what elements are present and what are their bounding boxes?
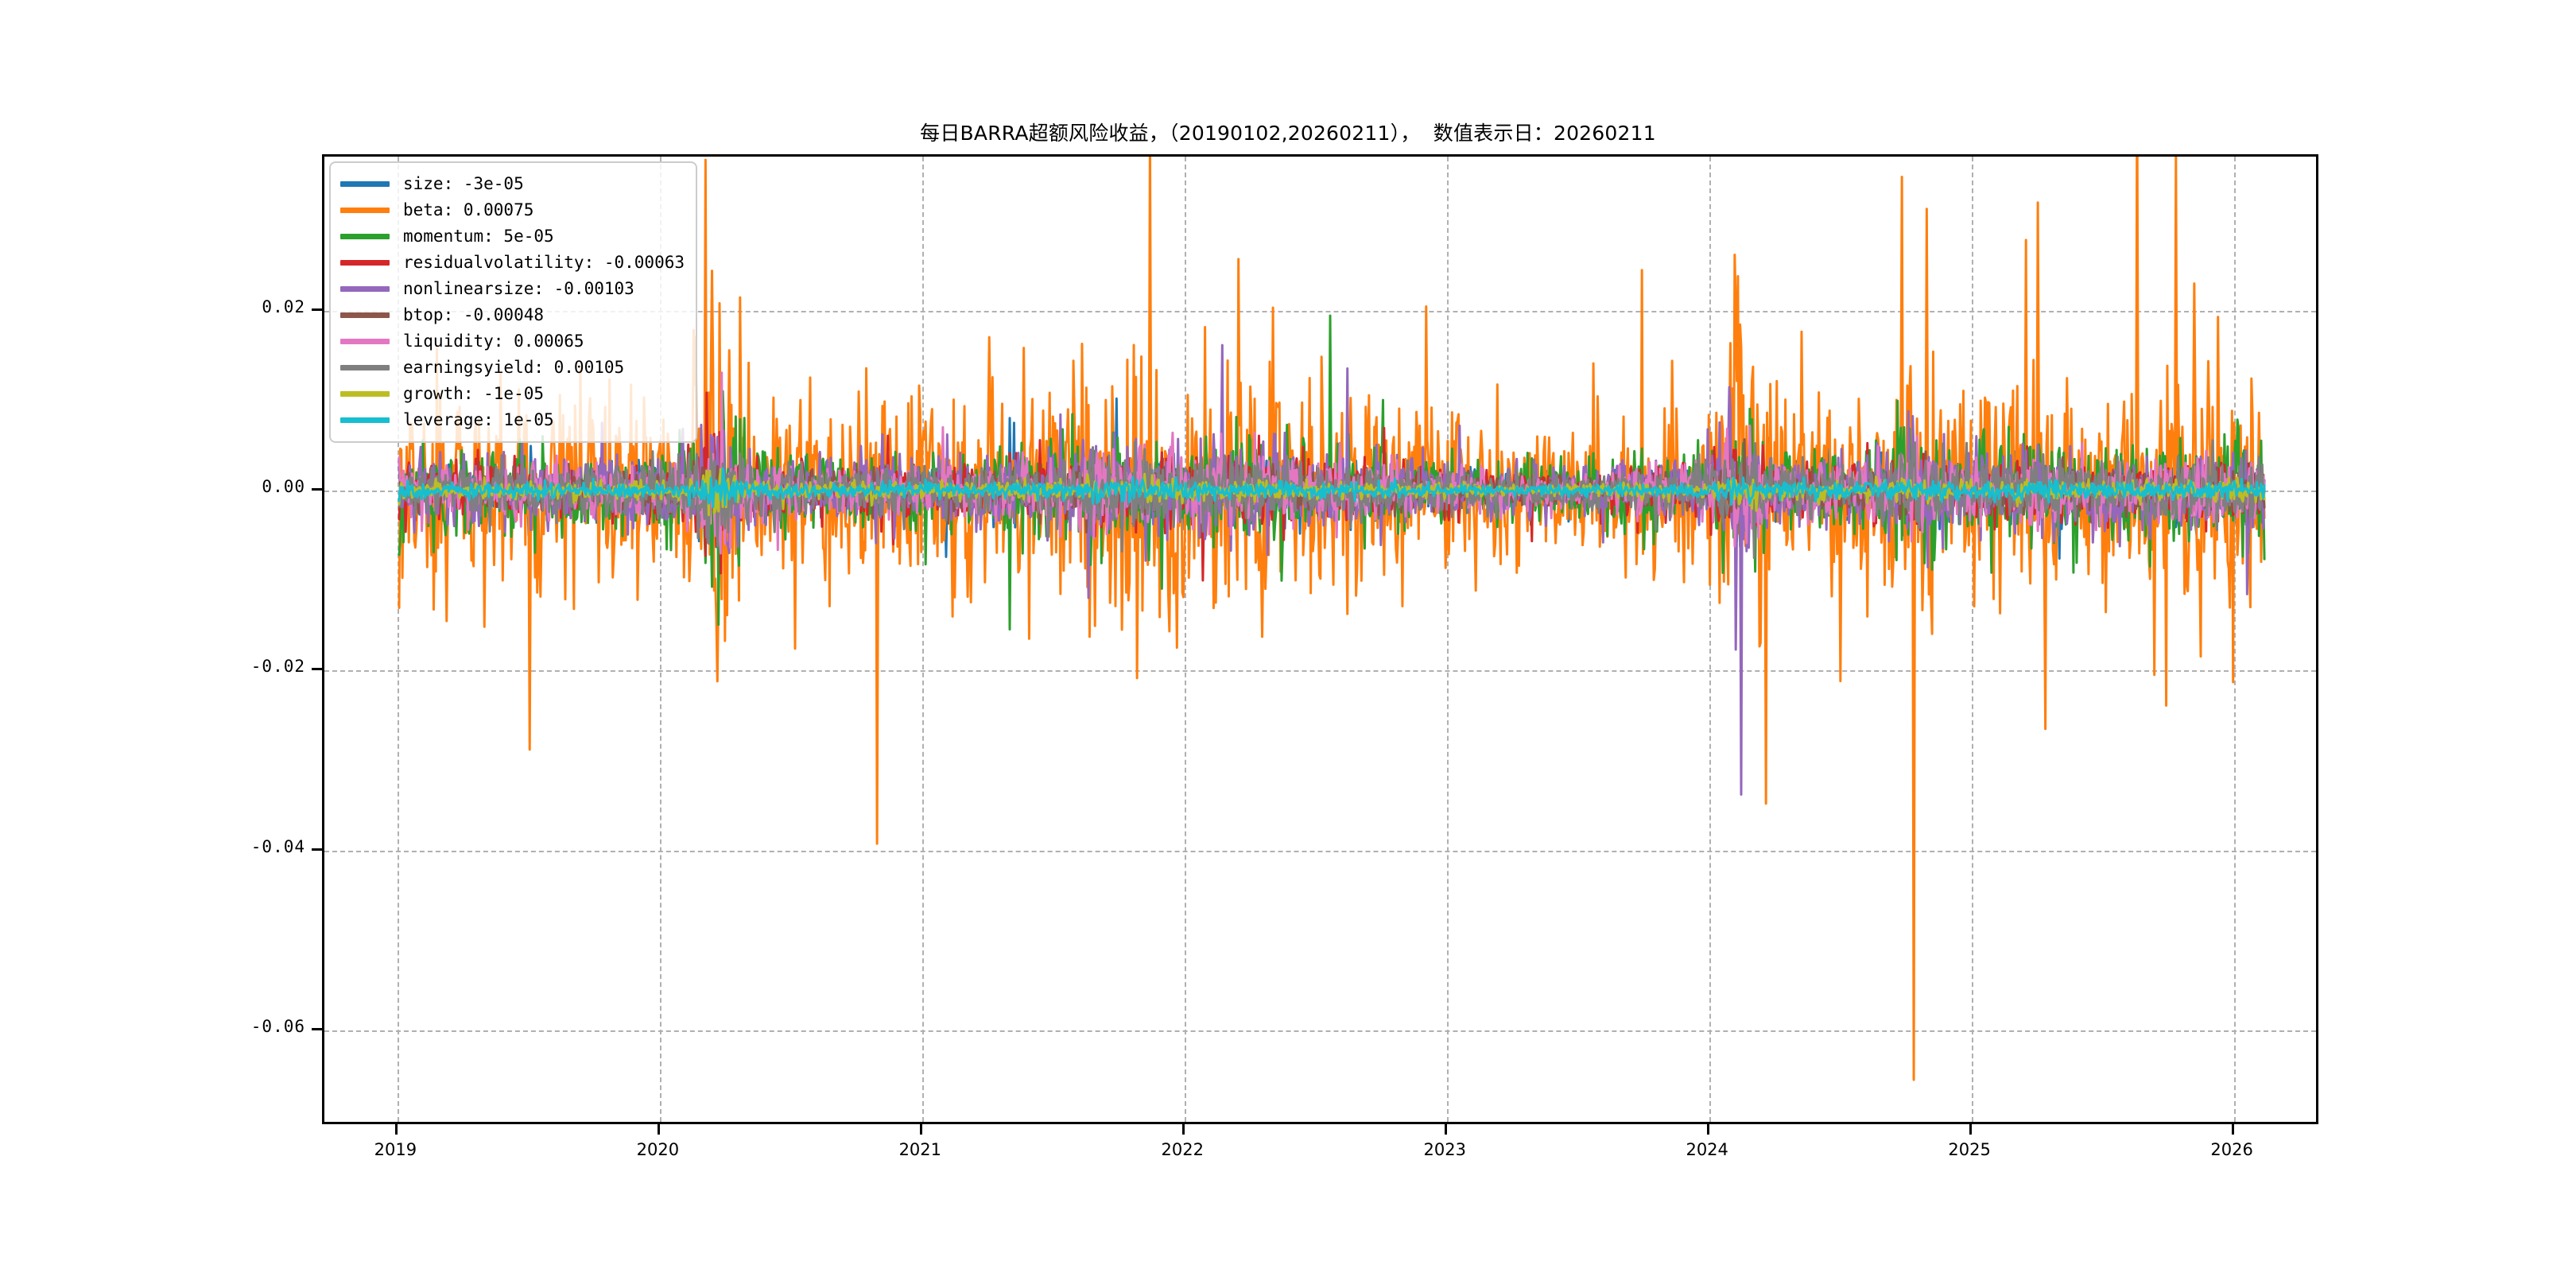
- legend[interactable]: size: -3e-05 beta: 0.00075 momentum: 5e-05…: [329, 161, 698, 443]
- xtick-mark-2019: [395, 1124, 398, 1135]
- xtick-label-2024: 2024: [1686, 1140, 1728, 1159]
- legend-label-beta: beta: 0.00075: [403, 200, 534, 219]
- legend-item-leverage[interactable]: leverage: 1e-05: [340, 407, 685, 433]
- legend-swatch-growth-icon: [340, 391, 390, 397]
- ytick-mark--0.06: [312, 1027, 322, 1030]
- xtick-mark-2022: [1182, 1124, 1185, 1135]
- ytick-mark--0.02: [312, 668, 322, 671]
- gridline-v-2022: [1185, 157, 1187, 1122]
- xtick-mark-2021: [920, 1124, 923, 1135]
- gridline-h-0.02: [324, 310, 2316, 312]
- xtick-label-2022: 2022: [1161, 1140, 1204, 1159]
- xtick-label-2023: 2023: [1423, 1140, 1466, 1159]
- legend-swatch-beta-icon: [340, 208, 390, 213]
- legend-item-momentum[interactable]: momentum: 5e-05: [340, 223, 685, 250]
- xtick-label-2025: 2025: [1948, 1140, 1991, 1159]
- legend-swatch-residualvolatility-icon: [340, 260, 390, 266]
- gridline-h--0.02: [324, 670, 2316, 673]
- gridline-h--0.06: [324, 1030, 2316, 1032]
- xtick-mark-2026: [2232, 1124, 2235, 1135]
- gridline-v-2025: [1972, 157, 1974, 1122]
- xtick-mark-2020: [658, 1124, 661, 1135]
- gridline-v-2021: [922, 157, 925, 1122]
- series-line-leverage: [398, 467, 2266, 509]
- legend-swatch-momentum-icon: [340, 234, 390, 239]
- xtick-mark-2023: [1445, 1124, 1448, 1135]
- ytick-label-0.02: 0.02: [262, 297, 305, 316]
- legend-item-beta[interactable]: beta: 0.00075: [340, 197, 685, 223]
- legend-swatch-earningsyield-icon: [340, 365, 390, 370]
- page-title: 每日BARRA超额风险收益，（20190102,20260211）， 数值表示日…: [920, 122, 1656, 145]
- legend-swatch-liquidity-icon: [340, 339, 390, 344]
- ytick-label--0.06: -0.06: [250, 1016, 305, 1036]
- legend-label-momentum: momentum: 5e-05: [403, 227, 554, 246]
- legend-label-btop: btop: -0.00048: [403, 305, 545, 324]
- legend-swatch-size-icon: [340, 181, 390, 187]
- legend-swatch-btop-icon: [340, 312, 390, 318]
- gridline-v-2026: [2234, 157, 2237, 1122]
- legend-label-liquidity: liquidity: 0.00065: [403, 332, 584, 351]
- series-layer: [398, 157, 2266, 1081]
- legend-label-residualvolatility: residualvolatility: -0.00063: [403, 253, 685, 272]
- plot-area: size: -3e-05 beta: 0.00075 momentum: 5e-05…: [322, 154, 2318, 1124]
- legend-swatch-nonlinearsize-icon: [340, 286, 390, 292]
- ytick-mark--0.04: [312, 848, 322, 851]
- legend-item-earningsyield[interactable]: earningsyield: 0.00105: [340, 355, 685, 381]
- xtick-label-2021: 2021: [898, 1140, 942, 1159]
- legend-label-earningsyield: earningsyield: 0.00105: [403, 358, 625, 377]
- legend-item-residualvolatility[interactable]: residualvolatility: -0.00063: [340, 250, 685, 276]
- ytick-label--0.02: -0.02: [250, 657, 305, 677]
- ytick-label--0.04: -0.04: [250, 836, 305, 856]
- legend-item-size[interactable]: size: -3e-05: [340, 171, 685, 197]
- gridline-v-2023: [1447, 157, 1449, 1122]
- ytick-mark-0.02: [312, 308, 322, 311]
- xtick-mark-2025: [1969, 1124, 1973, 1135]
- xtick-label-2019: 2019: [374, 1140, 417, 1159]
- gridline-v-2024: [1709, 157, 1712, 1122]
- legend-label-nonlinearsize: nonlinearsize: -0.00103: [403, 279, 634, 298]
- legend-item-growth[interactable]: growth: -1e-05: [340, 381, 685, 407]
- legend-label-size: size: -3e-05: [403, 174, 524, 193]
- legend-swatch-leverage-icon: [340, 417, 390, 423]
- plot-clip: [324, 157, 2316, 1122]
- ytick-label-0.00: 0.00: [262, 476, 305, 496]
- xtick-label-2026: 2026: [2210, 1140, 2253, 1159]
- gridline-h--0.04: [324, 850, 2316, 852]
- ytick-mark-0.00: [312, 487, 322, 491]
- legend-item-btop[interactable]: btop: -0.00048: [340, 302, 685, 328]
- legend-item-nonlinearsize[interactable]: nonlinearsize: -0.00103: [340, 276, 685, 302]
- legend-label-growth: growth: -1e-05: [403, 384, 545, 403]
- gridline-v-2019: [398, 157, 400, 1122]
- legend-label-leverage: leverage: 1e-05: [403, 410, 554, 429]
- gridline-v-2020: [660, 157, 662, 1122]
- xtick-label-2020: 2020: [636, 1140, 680, 1159]
- legend-item-liquidity[interactable]: liquidity: 0.00065: [340, 328, 685, 355]
- xtick-mark-2024: [1707, 1124, 1710, 1135]
